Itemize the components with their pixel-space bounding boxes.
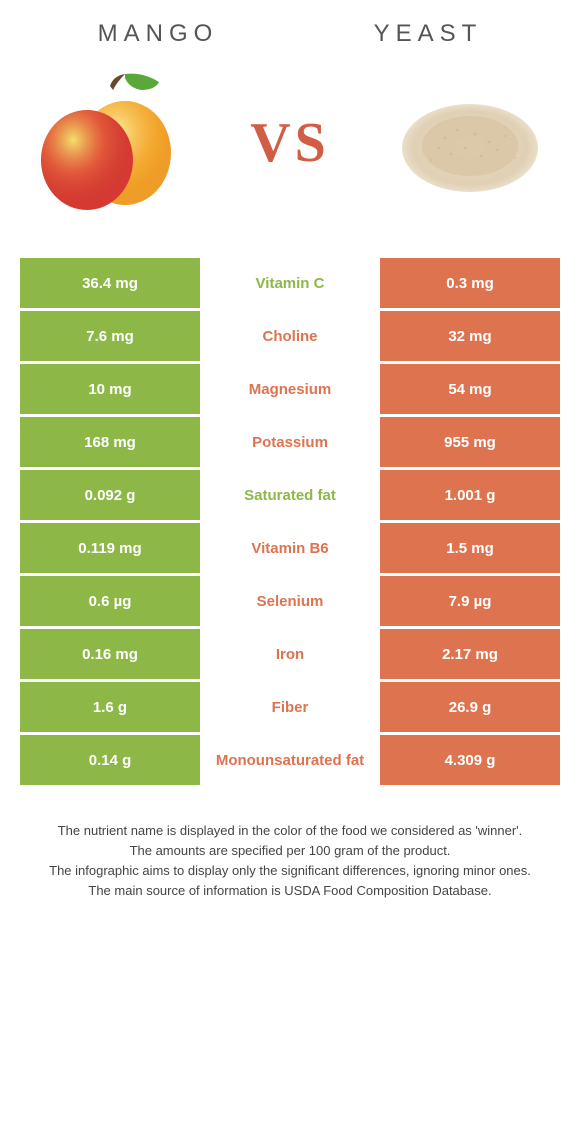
mango-value-cell: 7.6 mg [20,311,200,361]
footer-line-1: The nutrient name is displayed in the co… [30,821,550,841]
nutrient-name-cell: Iron [200,629,380,679]
mango-value-cell: 0.16 mg [20,629,200,679]
yeast-image [380,63,560,223]
nutrient-name-cell: Potassium [200,417,380,467]
nutrient-row: 0.16 mgIron2.17 mg [20,629,560,679]
hero-row: VS [20,58,560,228]
yeast-value-cell: 1.001 g [380,470,560,520]
yeast-value-cell: 955 mg [380,417,560,467]
nutrient-name-cell: Magnesium [200,364,380,414]
nutrient-table: 36.4 mgVitamin C0.3 mg7.6 mgCholine32 mg… [20,258,560,785]
mango-value-cell: 0.6 µg [20,576,200,626]
mango-value-cell: 0.119 mg [20,523,200,573]
mango-value-cell: 36.4 mg [20,258,200,308]
footer-line-4: The main source of information is USDA F… [30,881,550,901]
yeast-value-cell: 26.9 g [380,682,560,732]
nutrient-row: 0.119 mgVitamin B61.5 mg [20,523,560,573]
yeast-value-cell: 54 mg [380,364,560,414]
nutrient-row: 7.6 mgCholine32 mg [20,311,560,361]
footer-line-3: The infographic aims to display only the… [30,861,550,881]
nutrient-name-cell: Selenium [200,576,380,626]
yeast-value-cell: 1.5 mg [380,523,560,573]
vs-label: VS [250,111,330,175]
yeast-icon [385,68,555,218]
yeast-value-cell: 0.3 mg [380,258,560,308]
mango-image [20,63,200,223]
mango-icon [25,68,195,218]
nutrient-name-cell: Vitamin B6 [200,523,380,573]
footer-notes: The nutrient name is displayed in the co… [20,821,560,902]
mango-value-cell: 0.14 g [20,735,200,785]
yeast-value-cell: 4.309 g [380,735,560,785]
mango-value-cell: 10 mg [20,364,200,414]
nutrient-name-cell: Monounsaturated fat [200,735,380,785]
mango-value-cell: 168 mg [20,417,200,467]
header-row: Mango Yeast [20,20,560,48]
footer-line-2: The amounts are specified per 100 gram o… [30,841,550,861]
nutrient-row: 10 mgMagnesium54 mg [20,364,560,414]
mango-value-cell: 1.6 g [20,682,200,732]
nutrient-name-cell: Choline [200,311,380,361]
nutrient-row: 0.092 gSaturated fat1.001 g [20,470,560,520]
nutrient-row: 1.6 gFiber26.9 g [20,682,560,732]
mango-value-cell: 0.092 g [20,470,200,520]
nutrient-row: 36.4 mgVitamin C0.3 mg [20,258,560,308]
yeast-value-cell: 32 mg [380,311,560,361]
yeast-value-cell: 7.9 µg [380,576,560,626]
yeast-value-cell: 2.17 mg [380,629,560,679]
title-left: Mango [98,20,219,48]
infographic-container: Mango Yeast [0,0,580,922]
title-right: Yeast [374,20,483,48]
nutrient-name-cell: Saturated fat [200,470,380,520]
nutrient-row: 168 mgPotassium955 mg [20,417,560,467]
nutrient-row: 0.6 µgSelenium7.9 µg [20,576,560,626]
nutrient-name-cell: Vitamin C [200,258,380,308]
nutrient-row: 0.14 gMonounsaturated fat4.309 g [20,735,560,785]
nutrient-name-cell: Fiber [200,682,380,732]
